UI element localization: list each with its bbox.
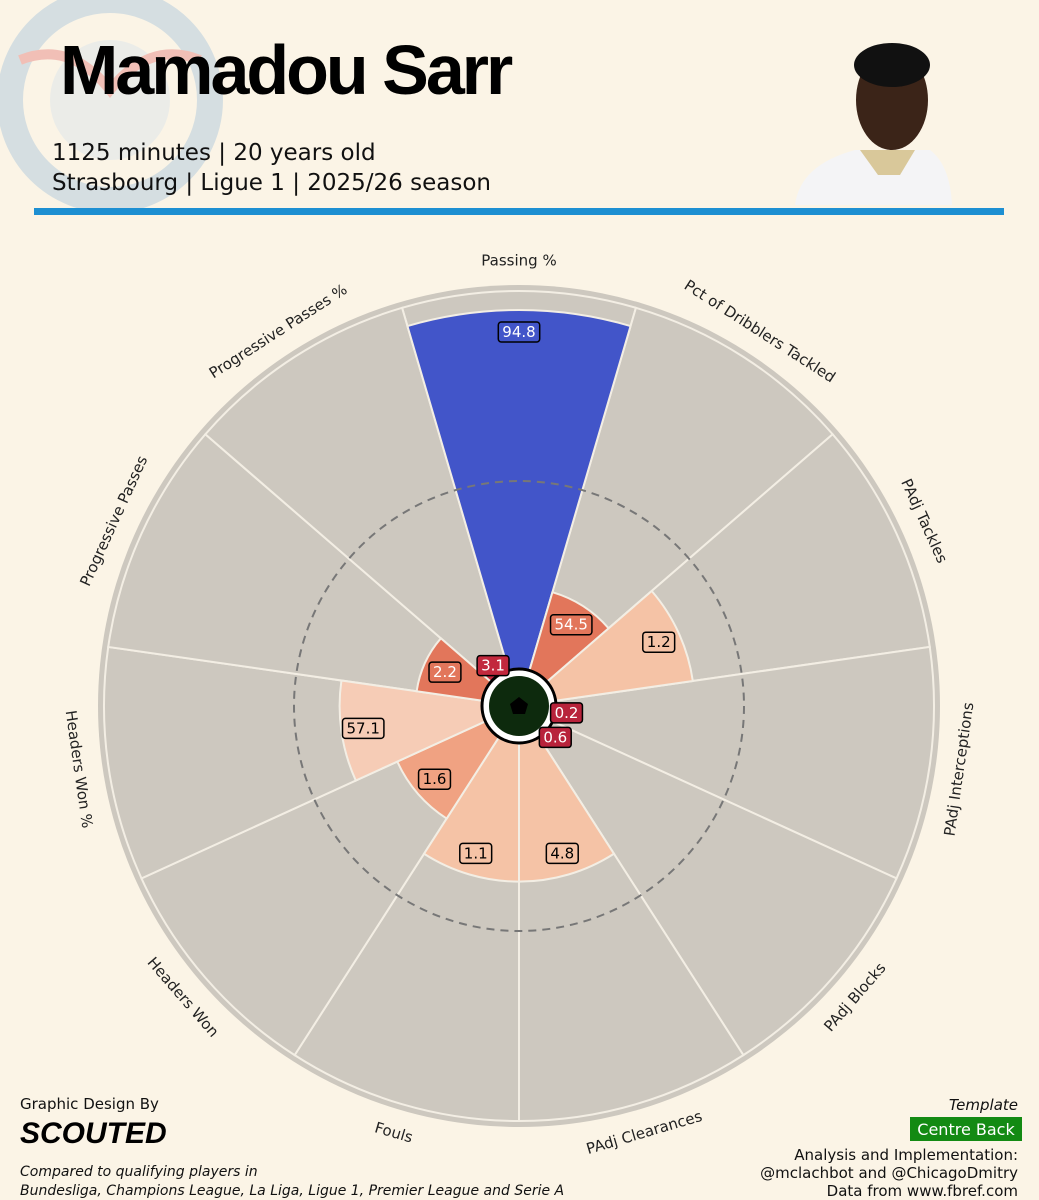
club-crest bbox=[0, 0, 223, 213]
value-label: 4.8 bbox=[550, 844, 574, 862]
value-box bbox=[459, 842, 493, 865]
value-box bbox=[642, 631, 676, 653]
value-label: 1.6 bbox=[423, 770, 447, 788]
value-label: 57.1 bbox=[346, 719, 379, 737]
value-box bbox=[549, 702, 584, 724]
value-label: 2.2 bbox=[433, 663, 457, 681]
value-label: 0.6 bbox=[543, 728, 567, 746]
value-label: 3.1 bbox=[481, 657, 505, 675]
subtitle: Strasbourg | Ligue 1 | 2025/26 season bbox=[52, 170, 491, 196]
category-label: PAdj Interceptions bbox=[940, 701, 977, 837]
footer-text: Bundesliga, Champions League, La Liga, L… bbox=[20, 1183, 564, 1199]
header-rule bbox=[34, 208, 1004, 215]
player-photo bbox=[795, 43, 952, 205]
value-label: 1.1 bbox=[464, 844, 488, 862]
value-box bbox=[417, 768, 452, 790]
footer-text: Analysis and Implementation: bbox=[794, 1146, 1018, 1164]
value-box bbox=[497, 321, 541, 343]
category-label: Headers Won % bbox=[62, 709, 97, 829]
value-label: 1.2 bbox=[647, 633, 671, 651]
brand: SCOUTED bbox=[20, 1117, 167, 1150]
player-name: Mamadou Sarr bbox=[60, 31, 513, 109]
value-box bbox=[476, 654, 510, 677]
footer-text: Template bbox=[949, 1096, 1018, 1114]
value-label: 54.5 bbox=[555, 616, 588, 634]
value-label: 94.8 bbox=[502, 323, 535, 341]
template-name: Centre Back bbox=[917, 1120, 1015, 1139]
value-box bbox=[428, 661, 462, 683]
value-box bbox=[341, 717, 385, 740]
ball-patch bbox=[510, 697, 528, 714]
category-label: Passing % bbox=[481, 252, 556, 270]
reference-ring bbox=[293, 480, 745, 932]
category-label: Fouls bbox=[373, 1118, 415, 1146]
value-box bbox=[545, 842, 579, 865]
template-badge bbox=[910, 1117, 1022, 1141]
value-label: 0.2 bbox=[555, 704, 579, 722]
value-box bbox=[538, 726, 572, 749]
footer-text: Compared to qualifying players in bbox=[20, 1164, 258, 1180]
footer-text: @mclachbot and @ChicagoDmitry bbox=[760, 1164, 1018, 1182]
footer-text: Data from www.fbref.com bbox=[827, 1182, 1018, 1200]
value-box bbox=[549, 613, 593, 636]
subtitle: 1125 minutes | 20 years old bbox=[52, 140, 376, 166]
footer-text: Graphic Design By bbox=[20, 1095, 159, 1113]
